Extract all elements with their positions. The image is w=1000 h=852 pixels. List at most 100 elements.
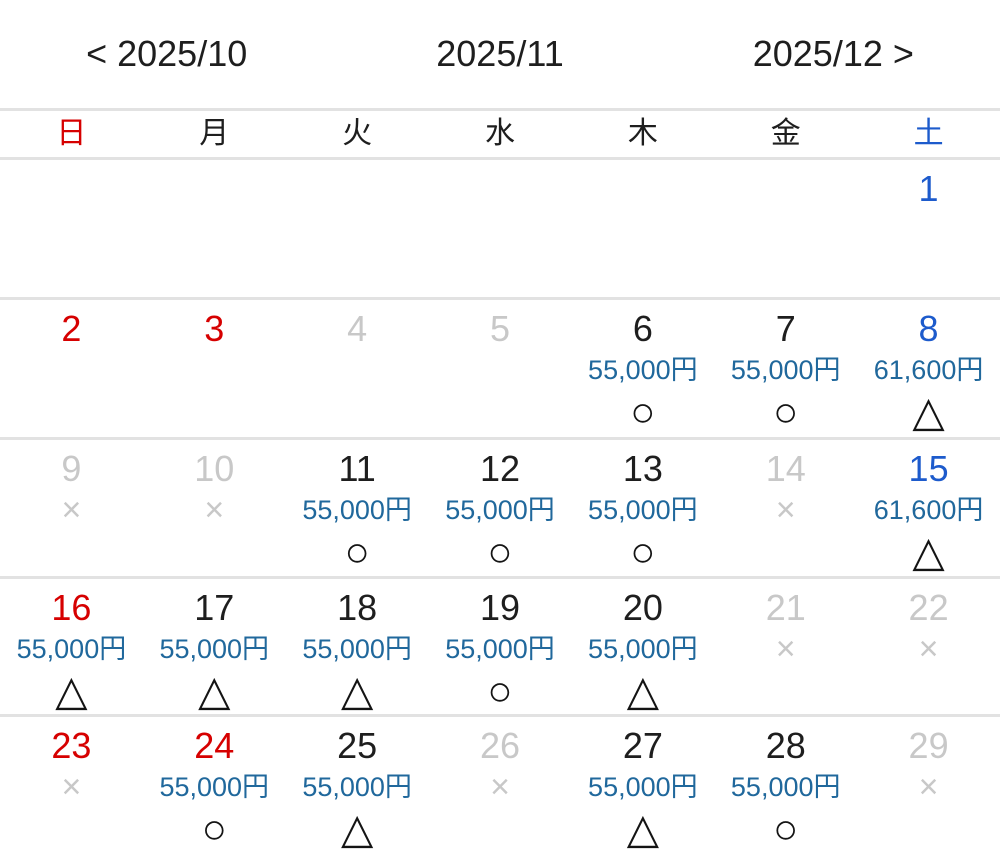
available-icon: ○ — [487, 667, 513, 714]
price-label: 61,600円 — [873, 495, 984, 525]
price-label: 55,000円 — [16, 634, 127, 664]
price-label: 55,000円 — [730, 772, 841, 802]
weekday-thursday: 木 — [627, 117, 658, 150]
day-cell: 4 — [286, 300, 429, 437]
day-cell[interactable]: 15 61,600円 △ — [857, 440, 1000, 576]
unavailable-icon: × — [490, 768, 510, 806]
day-number: 2 — [61, 308, 82, 349]
day-cell[interactable]: 18 55,000円 △ — [286, 579, 429, 714]
day-cell[interactable]: 7 55,000円 ○ — [714, 300, 857, 437]
price-label: 55,000円 — [302, 634, 412, 664]
day-cell[interactable]: 24 55,000円 ○ — [143, 717, 286, 852]
day-cell[interactable]: 11 55,000円 ○ — [286, 440, 429, 576]
day-cell[interactable]: 17 55,000円 △ — [143, 579, 286, 714]
limited-icon: △ — [198, 667, 231, 714]
day-number: 28 — [765, 725, 806, 766]
day-cell[interactable]: 20 55,000円 △ — [571, 579, 714, 714]
day-number: 11 — [338, 448, 376, 489]
week-row: 1 — [0, 160, 1000, 297]
day-number: 27 — [622, 725, 663, 766]
day-number: 14 — [765, 448, 806, 489]
available-icon: ○ — [773, 805, 799, 852]
weekday-friday: 金 — [770, 117, 801, 150]
weekday-wednesday: 水 — [484, 117, 515, 150]
unavailable-icon: × — [918, 630, 939, 668]
price-label: 55,000円 — [445, 634, 555, 664]
day-cell — [429, 160, 572, 297]
day-cell[interactable]: 28 55,000円 ○ — [714, 717, 857, 852]
day-cell[interactable]: 27 55,000円 △ — [571, 717, 714, 852]
current-month-label: 2025/11 — [436, 33, 564, 74]
week-row: 2 3 4 5 6 55,000円 ○ 7 55,000円 ○ 8 61,600円 △ — [0, 297, 1000, 437]
day-number — [286, 167, 429, 211]
day-cell[interactable]: 25 55,000円 △ — [286, 717, 429, 852]
day-cell — [714, 160, 857, 297]
day-number: 7 — [775, 308, 796, 349]
available-icon: ○ — [487, 528, 513, 575]
limited-icon: △ — [912, 388, 945, 435]
prev-month-button[interactable]: < 2025/10 — [0, 36, 333, 72]
day-cell: 10 × — [143, 440, 286, 576]
day-number: 21 — [765, 587, 806, 628]
day-cell[interactable]: 13 55,000円 ○ — [571, 440, 714, 576]
day-cell: 29 × — [857, 717, 1000, 852]
day-cell[interactable]: 16 55,000円 △ — [0, 579, 143, 714]
day-cell[interactable]: 19 55,000円 ○ — [429, 579, 572, 714]
price-label: 61,600円 — [873, 355, 984, 385]
day-number: 4 — [347, 308, 368, 349]
limited-icon: △ — [340, 667, 374, 714]
day-cell[interactable]: 8 61,600円 △ — [857, 300, 1000, 437]
price-label: 55,000円 — [445, 495, 555, 525]
day-cell — [0, 160, 143, 297]
day-number: 13 — [622, 448, 663, 489]
price-label: 55,000円 — [588, 495, 698, 525]
day-number: 1 — [918, 168, 939, 209]
price-label: 55,000円 — [302, 772, 412, 802]
day-number — [714, 167, 857, 211]
week-row: 16 55,000円 △ 17 55,000円 △ 18 55,000円 △ 19 55,000円 ○… — [0, 576, 1000, 714]
unavailable-icon: × — [204, 491, 225, 529]
weekday-header-row: 日 月 火 水 木 金 土 — [0, 108, 1000, 160]
day-cell: 2 — [0, 300, 143, 437]
day-cell[interactable]: 6 55,000円 ○ — [571, 300, 714, 437]
day-number: 12 — [479, 448, 521, 489]
weekday-saturday: 土 — [913, 117, 944, 150]
day-number: 24 — [194, 725, 235, 766]
day-number — [0, 167, 143, 211]
day-cell: 9 × — [0, 440, 143, 576]
available-icon: ○ — [344, 528, 370, 575]
day-number: 18 — [337, 587, 378, 628]
available-icon: ○ — [630, 388, 656, 435]
day-number: 9 — [61, 448, 82, 489]
price-label: 55,000円 — [730, 355, 841, 385]
day-cell — [286, 160, 429, 297]
day-number: 5 — [489, 308, 510, 349]
unavailable-icon: × — [61, 491, 82, 529]
limited-icon: △ — [626, 805, 659, 852]
price-label: 55,000円 — [159, 634, 270, 664]
available-icon: ○ — [201, 805, 227, 852]
day-number — [571, 167, 714, 211]
day-number: 15 — [908, 448, 949, 489]
price-label: 55,000円 — [588, 355, 698, 385]
day-number: 10 — [194, 448, 235, 489]
day-number: 8 — [918, 308, 939, 349]
day-number: 26 — [479, 725, 521, 766]
unavailable-icon: × — [775, 491, 796, 529]
month-header: < 2025/10 2025/11 2025/12 > — [0, 0, 1000, 108]
price-label: 55,000円 — [588, 772, 698, 802]
day-number — [429, 167, 572, 211]
price-label: 55,000円 — [302, 495, 412, 525]
day-cell[interactable]: 12 55,000円 ○ — [429, 440, 572, 576]
limited-icon: △ — [912, 528, 945, 575]
week-row: 23 × 24 55,000円 ○ 25 55,000円 △ 26 × 27 55,000円 △ 28 55… — [0, 714, 1000, 852]
day-number: 6 — [632, 308, 653, 349]
day-number: 19 — [479, 587, 521, 628]
unavailable-icon: × — [775, 630, 796, 668]
day-cell: 3 — [143, 300, 286, 437]
day-cell — [571, 160, 714, 297]
next-month-button[interactable]: 2025/12 > — [667, 36, 1000, 72]
day-cell: 14 × — [714, 440, 857, 576]
unavailable-icon: × — [918, 768, 939, 806]
weekday-sunday: 日 — [56, 117, 87, 150]
